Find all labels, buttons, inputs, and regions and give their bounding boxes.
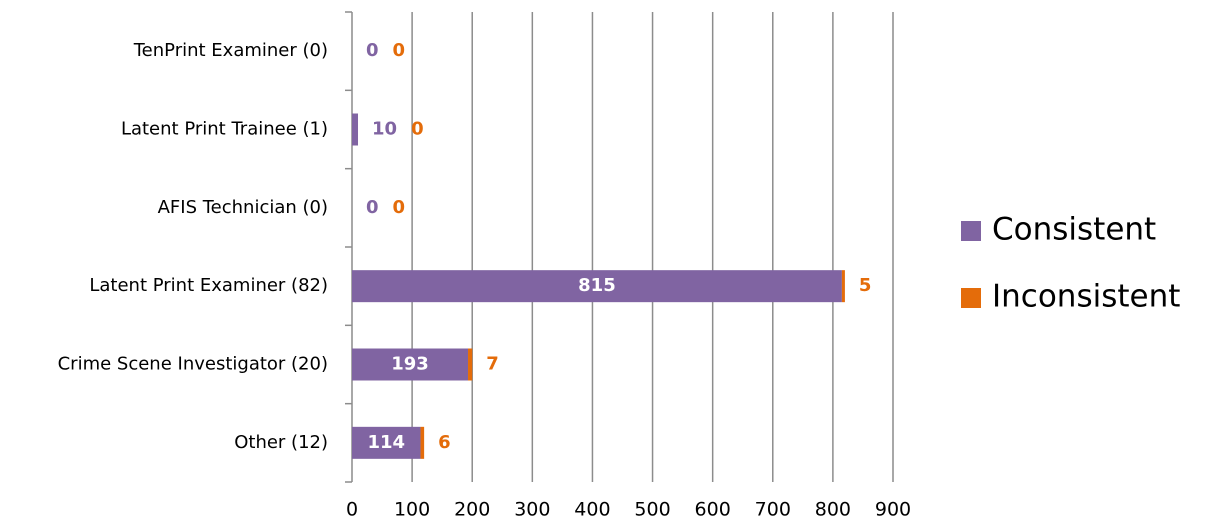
data-label: 114 <box>367 432 405 453</box>
x-tick-label: 600 <box>695 499 731 521</box>
data-label: 0 <box>366 40 379 61</box>
x-tick-label: 200 <box>454 499 490 521</box>
y-tick-label: Crime Scene Investigator (20) <box>58 354 328 375</box>
x-tick-label: 800 <box>815 499 851 521</box>
x-tick-label: 700 <box>755 499 791 521</box>
data-label: 0 <box>393 197 406 218</box>
data-label: 0 <box>393 40 406 61</box>
bar-segment <box>352 270 842 303</box>
data-label: 0 <box>366 197 379 218</box>
x-tick-label: 300 <box>514 499 550 521</box>
y-tick-label: Latent Print Trainee (1) <box>121 119 328 140</box>
x-tick-label: 100 <box>394 499 430 521</box>
y-tick-label: AFIS Technician (0) <box>158 197 328 218</box>
bar-segment <box>352 113 359 146</box>
data-label: 5 <box>859 275 872 296</box>
data-label: 815 <box>578 275 616 296</box>
bar-segment <box>352 426 421 459</box>
legend-swatch <box>961 288 981 308</box>
x-tick-label: 0 <box>346 499 358 521</box>
data-label: 0 <box>411 119 424 140</box>
bar-segment <box>468 348 473 381</box>
data-label: 10 <box>372 119 397 140</box>
data-label: 7 <box>486 354 499 375</box>
bar-segment <box>841 270 845 303</box>
x-tick-label: 400 <box>574 499 610 521</box>
legend-swatch <box>961 221 981 241</box>
data-label: 6 <box>438 432 451 453</box>
x-tick-label: 900 <box>875 499 911 521</box>
bar-segment <box>352 348 469 381</box>
legend-label: Consistent <box>992 212 1156 248</box>
data-label: 193 <box>391 354 429 375</box>
x-tick-label: 500 <box>634 499 670 521</box>
y-tick-label: TenPrint Examiner (0) <box>133 40 328 61</box>
y-tick-label: Other (12) <box>234 432 328 453</box>
bar-segment <box>420 426 425 459</box>
legend-label: Inconsistent <box>992 279 1180 315</box>
y-tick-label: Latent Print Examiner (82) <box>89 275 328 296</box>
